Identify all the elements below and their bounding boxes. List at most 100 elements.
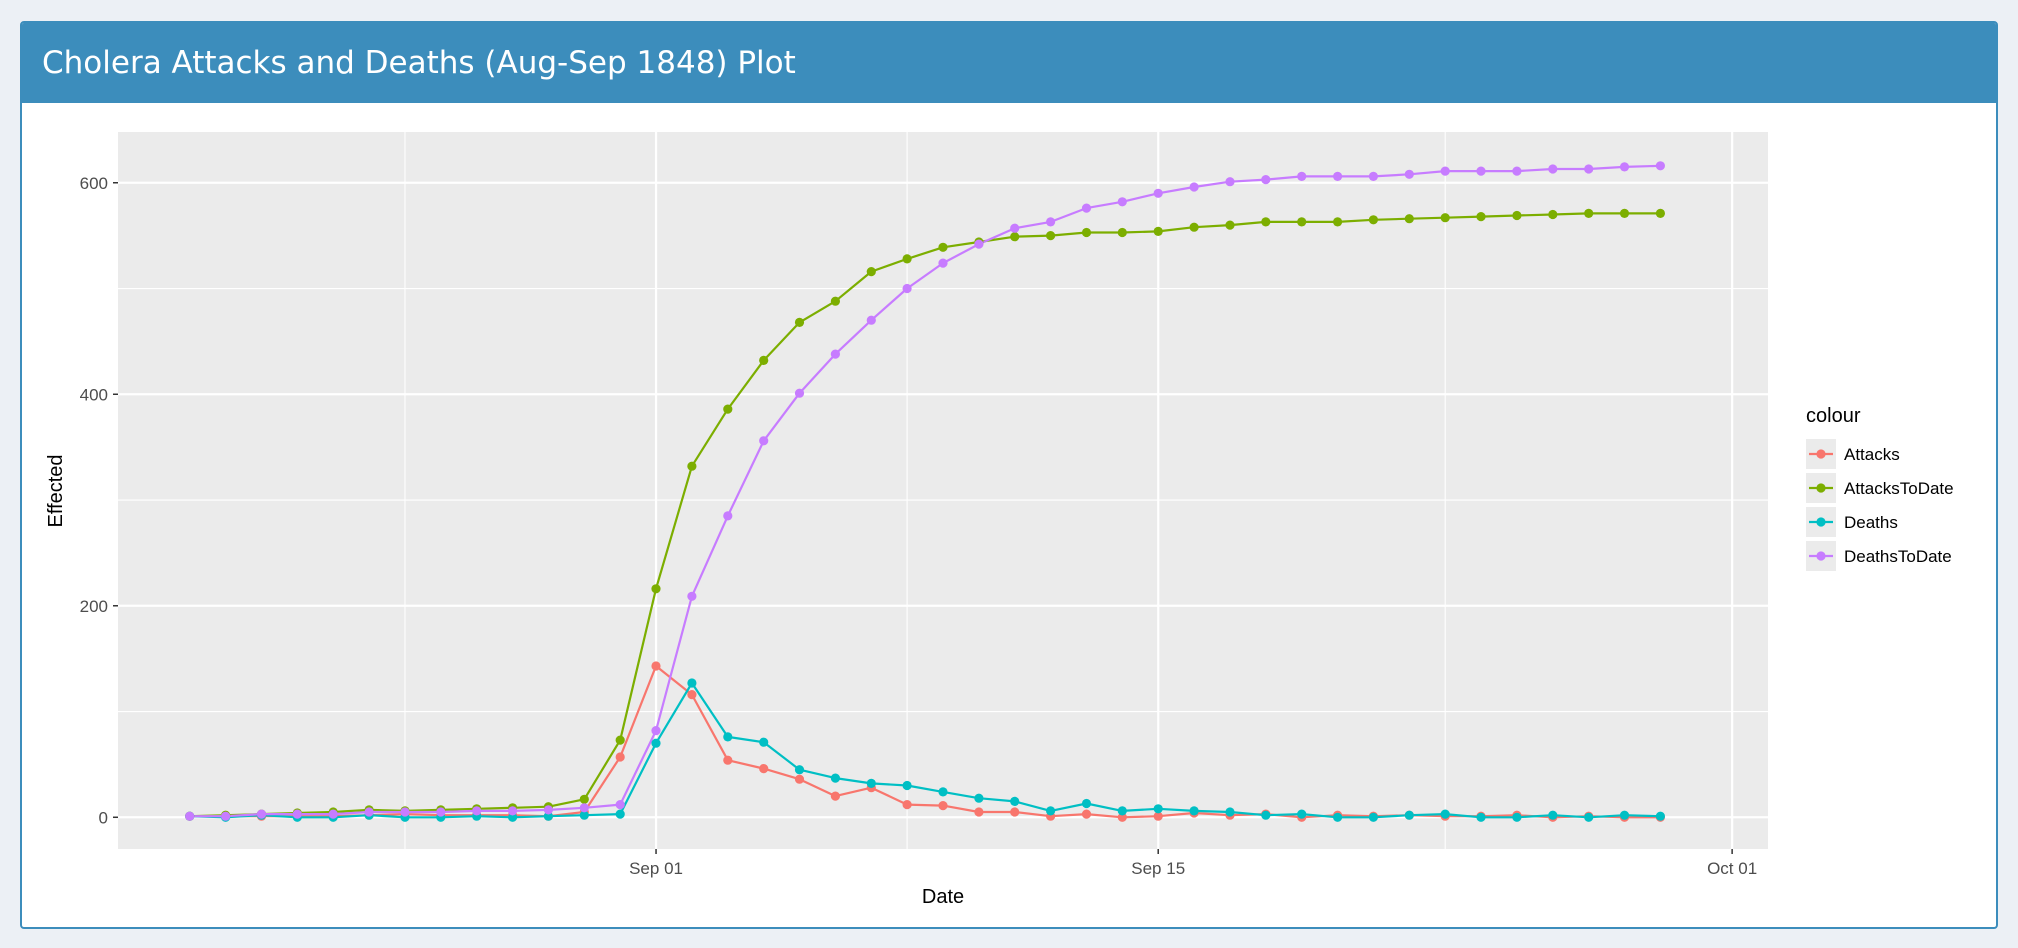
data-point-deaths bbox=[1655, 811, 1665, 821]
grid-minor bbox=[118, 132, 1768, 849]
data-point-deaths bbox=[687, 678, 697, 688]
y-axis: 0 200 400 600 bbox=[80, 174, 118, 827]
data-point-deaths bbox=[1584, 812, 1594, 822]
data-point-deaths bbox=[1153, 804, 1163, 814]
data-point-deathstodate bbox=[256, 809, 267, 819]
data-point-deathstodate bbox=[1368, 171, 1378, 181]
series-layer bbox=[185, 161, 1665, 822]
data-point-deathstodate bbox=[1584, 164, 1594, 174]
data-point-deathstodate bbox=[185, 811, 195, 821]
data-point-deathstodate bbox=[1010, 223, 1020, 233]
data-point-attackstodate bbox=[1189, 222, 1199, 232]
plot-panel bbox=[118, 132, 1768, 849]
y-tick-label: 400 bbox=[80, 385, 108, 404]
data-point-deaths bbox=[1512, 812, 1522, 822]
data-point-deaths bbox=[1404, 810, 1414, 820]
box-header: Cholera Attacks and Deaths (Aug-Sep 1848… bbox=[22, 23, 1996, 103]
legend: colour Attacks AttacksToDate Deaths DeathsT… bbox=[1806, 405, 1954, 571]
x-tick-label: Sep 01 bbox=[629, 859, 683, 878]
data-point-attacks bbox=[938, 801, 948, 811]
data-point-attackstodate bbox=[759, 355, 769, 365]
x-axis: Sep 01 Sep 15 Oct 01 bbox=[629, 849, 1757, 878]
data-point-deathstodate bbox=[794, 388, 805, 398]
data-point-attackstodate bbox=[794, 317, 805, 327]
y-axis-title: Effected bbox=[45, 454, 67, 527]
data-point-deaths bbox=[1189, 806, 1199, 816]
data-point-deathstodate bbox=[1117, 197, 1127, 207]
data-point-attackstodate bbox=[1010, 232, 1020, 242]
data-point-attackstodate bbox=[1297, 217, 1307, 227]
data-point-deaths bbox=[794, 765, 805, 775]
data-point-attackstodate bbox=[1512, 210, 1522, 221]
data-point-deathstodate bbox=[1153, 188, 1163, 198]
x-tick-label: Sep 15 bbox=[1131, 859, 1185, 878]
data-point-deathstodate bbox=[1261, 175, 1271, 185]
data-point-deaths bbox=[508, 812, 518, 822]
data-point-deaths bbox=[1081, 798, 1092, 809]
data-point-deathstodate bbox=[543, 805, 554, 815]
data-point-deathstodate bbox=[615, 800, 625, 810]
legend-label: DeathsToDate bbox=[1844, 547, 1952, 566]
cholera-line-chart: 0 200 400 600 Sep 01 Sep 15 Oct 01 Date Effec… bbox=[45, 132, 1954, 908]
data-point-attackstodate bbox=[830, 296, 841, 306]
data-point-attackstodate bbox=[1584, 208, 1594, 218]
legend-item: AttacksToDate bbox=[1806, 473, 1954, 503]
data-point-deathstodate bbox=[759, 436, 769, 446]
data-point-attacks bbox=[902, 800, 912, 810]
legend-title: colour bbox=[1806, 405, 1861, 427]
data-point-attackstodate bbox=[1046, 231, 1056, 241]
data-point-deaths bbox=[1261, 810, 1271, 820]
legend-item: Attacks bbox=[1806, 439, 1900, 469]
legend-label: Deaths bbox=[1844, 513, 1898, 532]
data-point-attacks bbox=[1010, 807, 1020, 817]
plot-box: Cholera Attacks and Deaths (Aug-Sep 1848… bbox=[20, 21, 1998, 929]
data-point-attacks bbox=[974, 807, 984, 817]
data-point-attackstodate bbox=[1476, 212, 1486, 222]
data-point-attackstodate bbox=[1548, 209, 1558, 220]
x-tick-label: Oct 01 bbox=[1707, 859, 1757, 878]
data-point-attackstodate bbox=[1619, 208, 1630, 218]
data-point-attacks bbox=[1081, 809, 1092, 819]
data-point-deathstodate bbox=[866, 315, 876, 325]
legend-label: Attacks bbox=[1844, 445, 1900, 464]
data-point-deathstodate bbox=[902, 283, 912, 294]
data-point-attackstodate bbox=[615, 735, 625, 745]
data-point-deaths bbox=[866, 778, 876, 789]
data-point-deaths bbox=[759, 737, 769, 747]
data-point-deathstodate bbox=[1297, 171, 1307, 181]
x-axis-title: Date bbox=[922, 886, 964, 908]
data-point-deathstodate bbox=[723, 511, 733, 521]
data-point-deaths bbox=[1225, 807, 1235, 817]
data-point-deathstodate bbox=[1404, 169, 1414, 179]
data-point-deaths bbox=[579, 810, 589, 820]
legend-label: AttacksToDate bbox=[1844, 479, 1954, 498]
legend-item: Deaths bbox=[1806, 507, 1898, 537]
data-point-deathstodate bbox=[579, 803, 589, 813]
data-point-attackstodate bbox=[1333, 217, 1343, 227]
data-point-attackstodate bbox=[938, 242, 948, 252]
data-point-deaths bbox=[543, 811, 554, 821]
y-tick-label: 200 bbox=[80, 597, 108, 616]
legend-key-point bbox=[1816, 449, 1826, 459]
data-point-deathstodate bbox=[400, 807, 410, 817]
data-point-attackstodate bbox=[902, 254, 912, 264]
data-point-deathstodate bbox=[221, 811, 231, 821]
data-point-attacks bbox=[794, 774, 805, 784]
data-point-deathstodate bbox=[974, 239, 984, 249]
data-point-deaths bbox=[1046, 806, 1056, 816]
series-line-deaths bbox=[189, 681, 1661, 819]
data-point-attacks bbox=[1153, 811, 1163, 821]
data-point-attacks bbox=[830, 791, 841, 801]
box-title: Cholera Attacks and Deaths (Aug-Sep 1848… bbox=[42, 45, 796, 81]
data-point-attackstodate bbox=[1655, 208, 1665, 218]
data-point-attacks bbox=[759, 764, 769, 774]
data-point-attackstodate bbox=[1117, 227, 1127, 238]
data-point-deaths bbox=[974, 793, 984, 803]
data-point-deathstodate bbox=[328, 809, 338, 819]
data-point-deathstodate bbox=[1189, 182, 1199, 192]
legend-item: DeathsToDate bbox=[1806, 541, 1952, 571]
data-point-attackstodate bbox=[1225, 220, 1235, 230]
data-point-deaths bbox=[1548, 810, 1558, 820]
data-point-deathstodate bbox=[436, 807, 446, 817]
data-point-attackstodate bbox=[1440, 213, 1450, 223]
